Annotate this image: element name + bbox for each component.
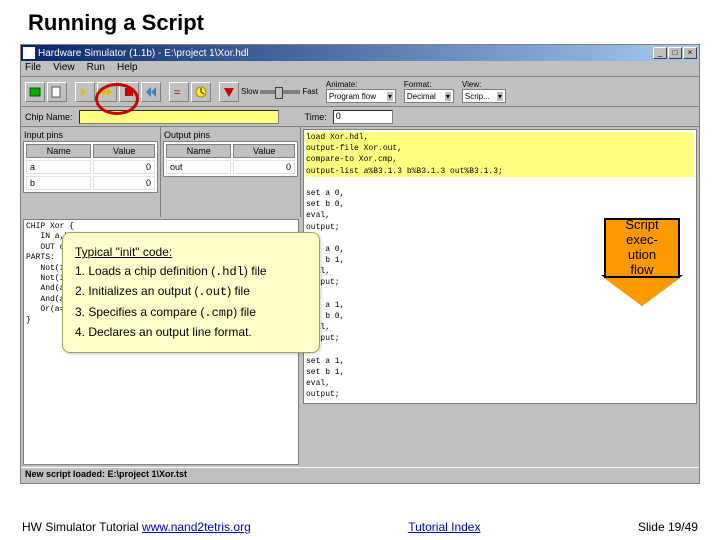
tick-button[interactable] xyxy=(191,82,211,102)
view-label: View: xyxy=(462,80,506,89)
breakpoint-button[interactable] xyxy=(219,82,239,102)
col-value: Value xyxy=(233,144,295,158)
maximize-button[interactable]: □ xyxy=(668,47,682,59)
app-icon xyxy=(23,47,35,59)
format-combo[interactable]: Decimal xyxy=(404,89,454,103)
footer-left-text: HW Simulator Tutorial xyxy=(22,520,142,534)
time-field: 0 xyxy=(333,110,393,124)
output-pins-panel: Output pins NameValue out0 xyxy=(161,127,301,217)
footer-center-link[interactable]: Tutorial Index xyxy=(408,520,480,534)
load-script-button[interactable] xyxy=(47,82,67,102)
step-button[interactable] xyxy=(75,82,95,102)
highlight-circle xyxy=(95,83,139,115)
menu-help[interactable]: Help xyxy=(117,62,138,75)
speed-slider[interactable]: SlowFast xyxy=(241,87,318,96)
menu-view[interactable]: View xyxy=(53,62,75,75)
slide-counter: Slide 19/49 xyxy=(638,520,698,534)
close-button[interactable]: × xyxy=(683,47,697,59)
table-row: out0 xyxy=(166,160,295,174)
menubar: File View Run Help xyxy=(21,61,699,77)
rewind-button[interactable] xyxy=(141,82,161,102)
format-label: Format: xyxy=(404,80,454,89)
load-chip-button[interactable] xyxy=(25,82,45,102)
svg-text:=: = xyxy=(174,87,180,99)
col-name: Name xyxy=(166,144,231,158)
menu-run[interactable]: Run xyxy=(87,62,105,75)
chip-name-label: Chip Name: xyxy=(25,112,73,122)
input-pins-panel: Input pins NameValue a0 b0 xyxy=(21,127,161,217)
input-pins-label: Input pins xyxy=(23,129,158,141)
menu-file[interactable]: File xyxy=(25,62,41,75)
col-name: Name xyxy=(26,144,91,158)
statusbar: New script loaded: E:\project 1\Xor.tst xyxy=(21,467,699,483)
table-row: b0 xyxy=(26,176,155,190)
col-value: Value xyxy=(93,144,155,158)
callout-item: 2. Initializes an output (.out) file xyxy=(75,282,307,302)
input-pins-table: NameValue a0 b0 xyxy=(23,141,158,193)
callout-heading: Typical "init" code: xyxy=(75,245,172,259)
slide-footer: HW Simulator Tutorial www.nand2tetris.or… xyxy=(0,520,720,534)
callout-item: 3. Specifies a compare (.cmp) file xyxy=(75,303,307,323)
flow-arrow: Scriptexec-utionflow xyxy=(604,218,680,306)
slide-title: Running a Script xyxy=(0,0,720,44)
titlebar: Hardware Simulator (1.1b) - E:\project 1… xyxy=(21,45,699,61)
eval-button[interactable]: = xyxy=(169,82,189,102)
minimize-button[interactable]: _ xyxy=(653,47,667,59)
arrow-text: Scriptexec-utionflow xyxy=(625,218,658,278)
time-label: Time: xyxy=(305,112,327,122)
output-pins-table: NameValue out0 xyxy=(163,141,298,177)
callout-item: 1. Loads a chip definition (.hdl) file xyxy=(75,262,307,282)
view-combo[interactable]: Scrip... xyxy=(462,89,506,103)
empty-area xyxy=(301,406,699,468)
animate-label: Animate: xyxy=(326,80,396,89)
footer-left-link[interactable]: www.nand2tetris.org xyxy=(142,520,251,534)
window-title: Hardware Simulator (1.1b) - E:\project 1… xyxy=(38,48,249,59)
callout-item: 4. Declares an output line format. xyxy=(75,323,307,342)
callout-box: Typical "init" code: 1. Loads a chip def… xyxy=(62,232,320,353)
table-row: a0 xyxy=(26,160,155,174)
animate-combo[interactable]: Program flow xyxy=(326,89,396,103)
output-pins-label: Output pins xyxy=(163,129,298,141)
